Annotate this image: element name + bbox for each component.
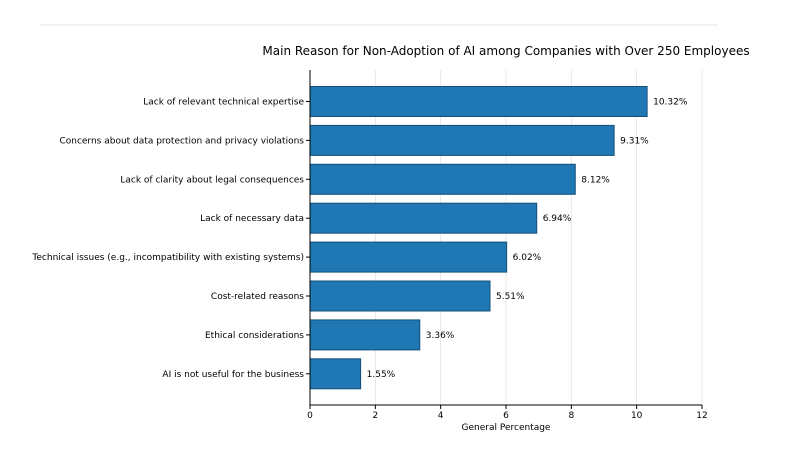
- labels: Lack of relevant technical expertise 10.3…: [31, 98, 687, 380]
- x-tick-label: 0: [307, 411, 313, 421]
- bar: [309, 86, 648, 117]
- value-label: 6.94%: [543, 214, 572, 224]
- grid: [309, 70, 703, 405]
- category-label: Concerns about data protection and priva…: [59, 136, 304, 146]
- value-label: 3.36%: [426, 331, 455, 341]
- bar: [309, 358, 362, 390]
- category-label: Lack of necessary data: [200, 214, 304, 224]
- bar: [309, 319, 421, 351]
- x-tick-label: 4: [438, 411, 444, 421]
- x-tick-label: 12: [696, 411, 707, 421]
- x-tick-label: 2: [372, 411, 378, 421]
- value-label: 1.55%: [367, 370, 396, 380]
- bar: [309, 202, 538, 234]
- value-label: 8.12%: [581, 175, 610, 185]
- category-label: AI is not useful for the business: [162, 370, 304, 380]
- category-label: Ethical considerations: [205, 331, 304, 341]
- bar: [309, 241, 508, 273]
- category-label: Cost-related reasons: [211, 292, 304, 302]
- value-label: 6.02%: [513, 253, 542, 263]
- x-axis-label: General Percentage: [462, 423, 551, 433]
- x-tick-label: 6: [503, 411, 509, 421]
- bar: [309, 280, 491, 312]
- value-label: 10.32%: [653, 98, 688, 108]
- axes: 0 2 4 6 8 10 12: [306, 70, 708, 421]
- chart-title: Main Reason for Non-Adoption of AI among…: [262, 44, 749, 58]
- value-label: 9.31%: [620, 136, 649, 146]
- bar: [309, 163, 576, 195]
- bar: [309, 124, 615, 156]
- x-tick-label: 10: [631, 411, 643, 421]
- category-label: Lack of clarity about legal consequences: [120, 175, 304, 185]
- x-tick-label: 8: [568, 411, 574, 421]
- bars: [309, 86, 648, 390]
- category-label: Lack of relevant technical expertise: [143, 98, 304, 108]
- category-label: Technical issues (e.g., incompatibility …: [31, 253, 304, 263]
- value-label: 5.51%: [496, 292, 525, 302]
